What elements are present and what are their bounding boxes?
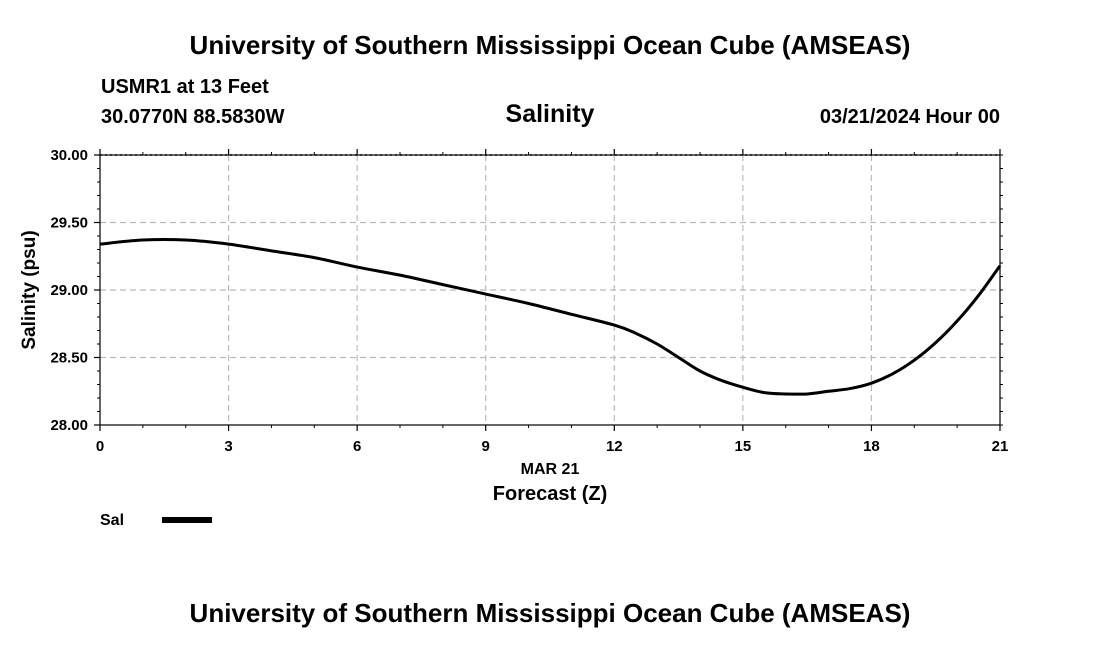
y-axis-label: Salinity (psu) (19, 230, 40, 349)
forecast-datetime: 03/21/2024 Hour 00 (819, 106, 1000, 128)
y-tick-label: 30.00 (50, 147, 88, 164)
x-tick-label: 12 (606, 438, 623, 455)
series-line-sal (99, 238, 1002, 396)
x-tick-label: 15 (735, 438, 752, 455)
x-tick-label: 3 (224, 438, 232, 455)
station-coordinates: 30.0770N 88.5830W (101, 106, 285, 128)
plot-frame (99, 154, 1001, 426)
x-axis-date-label: MAR 21 (521, 461, 580, 478)
y-tick-label: 29.00 (50, 282, 88, 299)
legend-label-sal: Sal (100, 512, 124, 529)
y-tick-label: 28.50 (50, 350, 88, 367)
variable-title: Salinity (505, 100, 595, 128)
station-label: USMR1 at 13 Feet (101, 76, 269, 98)
chart-title: University of Southern Mississippi Ocean… (189, 30, 911, 60)
y-tick-label: 29.50 (50, 215, 88, 232)
x-tick-label: 6 (353, 438, 361, 455)
y-tick-label: 28.00 (50, 417, 88, 434)
x-axis-label: Forecast (Z) (493, 483, 607, 505)
x-tick-label: 0 (96, 438, 104, 455)
x-tick-label: 9 (482, 438, 490, 455)
x-tick-label: 21 (992, 438, 1009, 455)
footer-title: University of Southern Mississippi Ocean… (189, 598, 911, 628)
x-tick-label: 18 (863, 438, 880, 455)
